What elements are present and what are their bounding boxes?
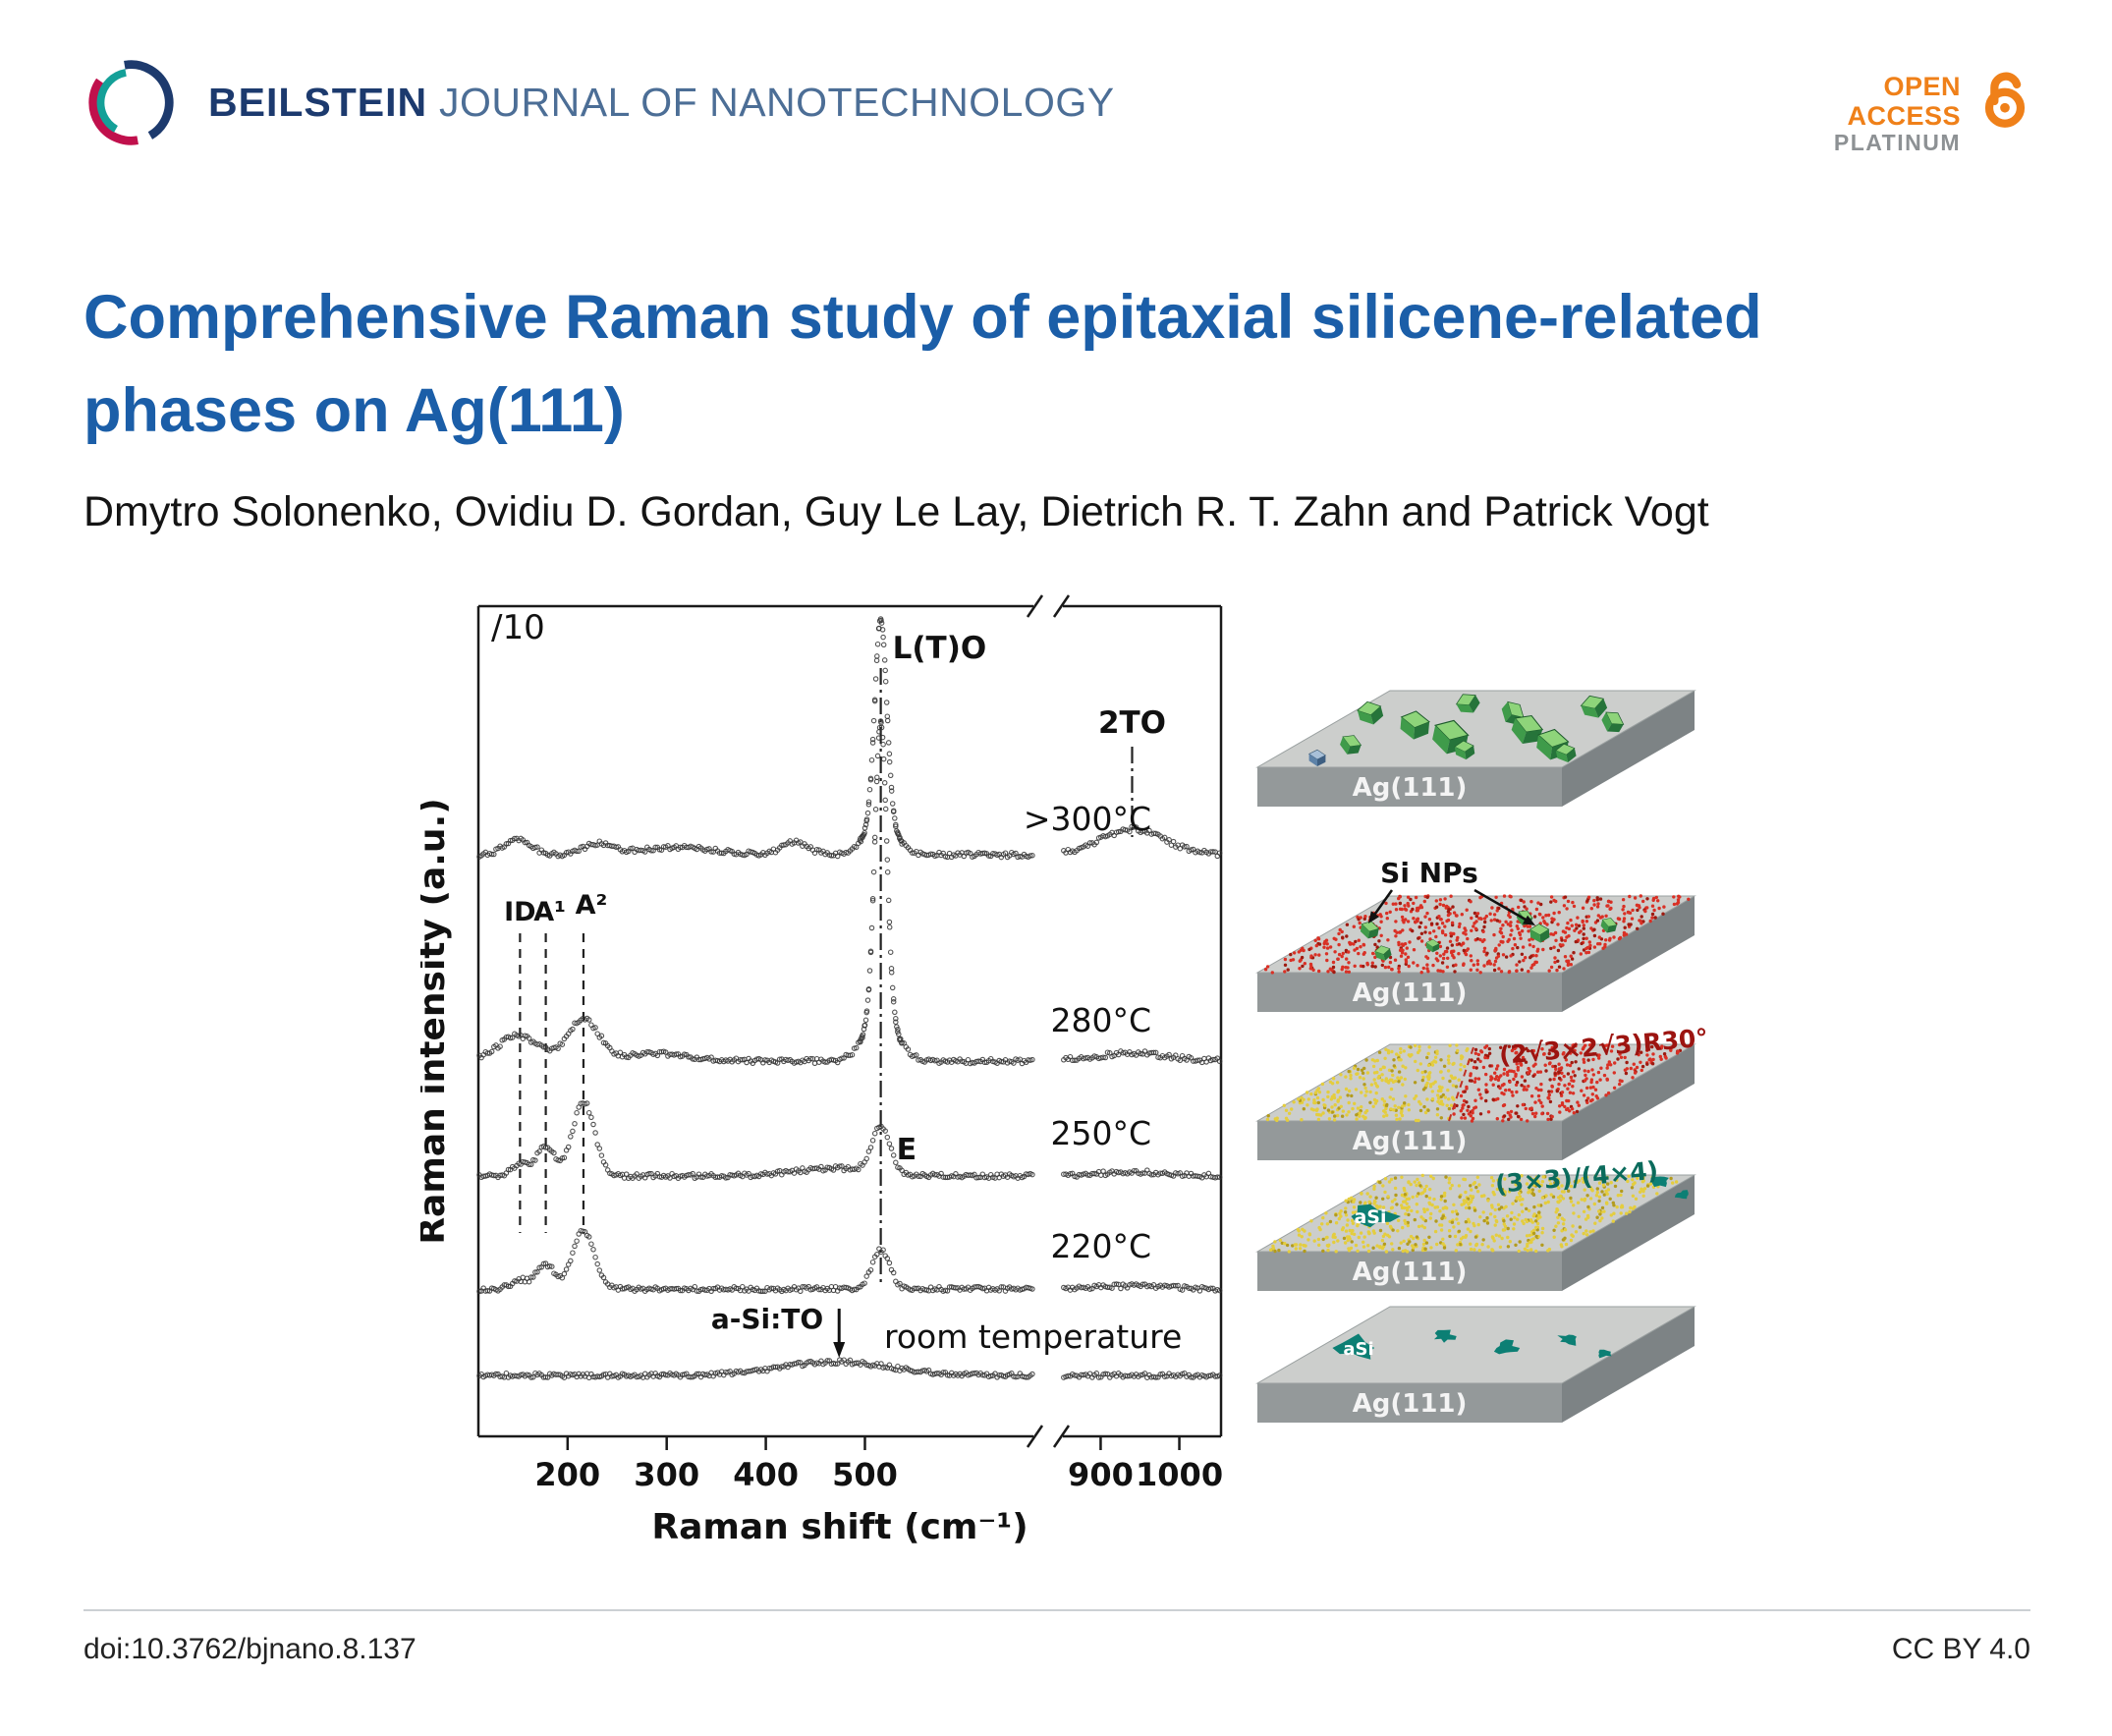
beilstein-logo	[88, 60, 174, 145]
article-title-line1: Comprehensive Raman study of epitaxial s…	[83, 283, 1762, 352]
svg-text:A²: A²	[576, 890, 608, 921]
open-access-line1: OPEN	[1883, 72, 1961, 101]
journal-name-bold: BEILSTEIN	[208, 80, 428, 125]
phase-schematics-figure: Ag(111) Si NPs Ag(111) (2√3×2√3)R30° Ag(111)…	[1243, 666, 1746, 1457]
footer-divider	[83, 1609, 2030, 1611]
article-title: Comprehensive Raman study of epitaxial s…	[83, 271, 2048, 457]
svg-text:2TO: 2TO	[1098, 705, 1166, 741]
svg-text:220°C: 220°C	[1050, 1227, 1151, 1265]
svg-text:250°C: 250°C	[1050, 1114, 1151, 1152]
svg-text:500: 500	[832, 1456, 898, 1493]
svg-text:Ag(111): Ag(111)	[1353, 1127, 1468, 1156]
phase-schematics: Ag(111)Si NPsAg(111)(2√3×2√3)R30°Ag(111)…	[1255, 690, 1709, 1423]
svg-text:1000: 1000	[1136, 1456, 1223, 1493]
svg-text:Ag(111): Ag(111)	[1353, 773, 1468, 803]
article-title-line2: phases on Ag(111)	[83, 375, 625, 445]
svg-text:280°C: 280°C	[1050, 1001, 1151, 1039]
raman-spectra-figure: 200 300 400 500 900 1000 Raman shift (cm⁻¹) Ram…	[413, 578, 1236, 1575]
svg-text:A¹: A¹	[533, 897, 566, 927]
svg-text:aSi: aSi	[1343, 1339, 1373, 1360]
svg-text:/10: /10	[491, 608, 545, 647]
open-access-badge: OPEN ACCESS PLATINUM	[1834, 69, 2035, 156]
raman-spectra-chart: 200 300 400 500 900 1000 Raman shift (cm⁻¹) Ram…	[413, 594, 1223, 1547]
journal-branding: BEILSTEIN JOURNAL OF NANOTECHNOLOGY	[83, 55, 1115, 150]
svg-text:300: 300	[634, 1456, 699, 1493]
page-header: BEILSTEIN JOURNAL OF NANOTECHNOLOGY OPEN…	[83, 55, 2035, 156]
svg-text:Ag(111): Ag(111)	[1353, 1389, 1468, 1419]
svg-text:ID: ID	[504, 897, 535, 927]
license-text: CC BY 4.0	[1891, 1633, 2030, 1665]
open-access-text: OPEN ACCESS PLATINUM	[1834, 69, 1961, 156]
open-access-line2: ACCESS	[1847, 100, 1961, 131]
journal-name: BEILSTEIN JOURNAL OF NANOTECHNOLOGY	[208, 80, 1115, 126]
svg-text:aSi: aSi	[1354, 1206, 1386, 1228]
svg-text:Raman shift (cm⁻¹): Raman shift (cm⁻¹)	[651, 1507, 1028, 1547]
svg-text:E: E	[897, 1133, 917, 1167]
svg-text:Raman intensity (a.u.): Raman intensity (a.u.)	[420, 798, 453, 1244]
svg-text:900: 900	[1068, 1456, 1134, 1493]
svg-text:200: 200	[534, 1456, 600, 1493]
svg-text:room temperature: room temperature	[884, 1317, 1182, 1356]
open-access-line3: PLATINUM	[1833, 130, 1961, 156]
svg-text:>300°C: >300°C	[1024, 800, 1151, 838]
svg-text:L(T)O: L(T)O	[893, 631, 987, 666]
open-access-icon	[1984, 72, 2026, 128]
svg-text:a-Si:TO: a-Si:TO	[711, 1303, 823, 1335]
article-authors: Dmytro Solonenko, Ovidiu D. Gordan, Guy …	[83, 488, 1709, 535]
svg-text:400: 400	[733, 1456, 799, 1493]
svg-text:Ag(111): Ag(111)	[1353, 979, 1468, 1008]
journal-name-rest: JOURNAL OF NANOTECHNOLOGY	[427, 80, 1115, 125]
svg-text:Si NPs: Si NPs	[1380, 857, 1478, 889]
doi-text: doi:10.3762/bjnano.8.137	[83, 1633, 417, 1665]
svg-text:Ag(111): Ag(111)	[1353, 1258, 1468, 1287]
